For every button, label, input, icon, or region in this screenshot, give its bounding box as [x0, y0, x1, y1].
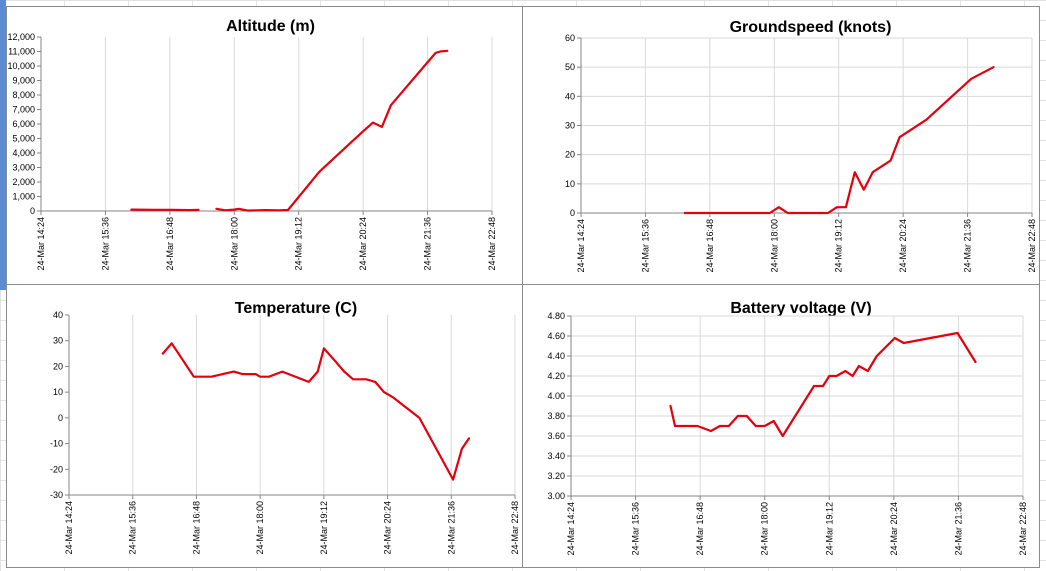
x-tick-label: 24-Mar 16:48: [705, 219, 715, 273]
y-tick-label: 10: [53, 387, 63, 397]
y-tick-label: 1,000: [12, 192, 35, 202]
y-tick-label: 8,000: [12, 90, 35, 100]
x-tick-label: 24-Mar 19:12: [824, 502, 834, 556]
y-tick-label: 5,000: [12, 134, 35, 144]
x-tick-label: 24-Mar 20:24: [358, 217, 368, 271]
y-tick-label: 0: [30, 206, 35, 216]
y-tick-label: 12,000: [7, 32, 35, 42]
y-tick-label: 60: [565, 33, 575, 43]
x-tick-label: 24-Mar 15:36: [631, 502, 641, 556]
x-tick-label: 24-Mar 16:48: [165, 217, 175, 271]
selection-indicator-bar: [0, 0, 6, 290]
y-tick-label: 4.20: [547, 371, 565, 381]
x-tick-label: 24-Mar 16:48: [695, 502, 705, 556]
y-tick-label: 40: [53, 310, 63, 320]
groundspeed-chart[interactable]: Groundspeed (knots) 0 10 20 30 40 50 60 24-Mar 1…: [522, 6, 1040, 285]
x-tick-label: 24-Mar 15:36: [128, 501, 138, 555]
x-tick-label: 24-Mar 21:36: [963, 219, 973, 273]
x-tick-label: 24-Mar 21:36: [423, 217, 433, 271]
x-tick-label: 24-Mar 20:24: [889, 502, 899, 556]
y-tick-label: 3.00: [547, 491, 565, 501]
x-tick-label: 24-Mar 14:24: [64, 501, 74, 555]
x-tick-label: 24-Mar 22:48: [487, 217, 497, 271]
y-tick-label: 3.40: [547, 451, 565, 461]
x-tick-label: 24-Mar 22:48: [1027, 219, 1037, 273]
x-tick-label: 24-Mar 14:24: [576, 219, 586, 273]
x-tick-label: 24-Mar 21:36: [953, 502, 963, 556]
chart-title: Battery voltage (V): [730, 300, 871, 317]
x-tick-label: 24-Mar 18:00: [255, 501, 265, 555]
series-line: [130, 208, 200, 212]
x-tick-label: 24-Mar 14:24: [36, 217, 46, 271]
chart-svg: Battery voltage (V) 3.00 3.20 3.40 3.60 3.80 4…: [547, 300, 1028, 556]
x-tick-label: 24-Mar 18:00: [769, 219, 779, 273]
y-tick-label: 0: [570, 208, 575, 218]
y-tick-label: 9,000: [12, 76, 35, 86]
y-tick-label: 10: [565, 179, 575, 189]
chart-title: Groundspeed (knots): [730, 19, 892, 36]
temperature-chart[interactable]: Temperature (C) -30 -20 -10 0 10 20 30 40 24-Mar …: [6, 284, 523, 568]
y-tick-label: 4.40: [547, 351, 565, 361]
y-tick-label: 4,000: [12, 148, 35, 158]
y-tick-label: 6,000: [12, 119, 35, 129]
x-tick-label: 24-Mar 18:00: [229, 217, 239, 271]
chart-svg: Temperature (C) -30 -20 -10 0 10 20 30 40 24-Mar …: [50, 300, 520, 555]
battery-voltage-chart[interactable]: Battery voltage (V) 3.00 3.20 3.40 3.60 3.80 4…: [522, 284, 1040, 568]
altitude-chart[interactable]: Altitude (m) 0 1,000 2,000 3,000 4,000 5,000 6,…: [6, 6, 523, 285]
x-tick-label: 24-Mar 14:24: [566, 502, 576, 556]
x-tick-label: 24-Mar 18:00: [760, 502, 770, 556]
y-tick-label: 3.60: [547, 431, 565, 441]
y-tick-label: 4.00: [547, 391, 565, 401]
y-tick-label: 2,000: [12, 177, 35, 187]
x-tick-label: 24-Mar 15:36: [640, 219, 650, 273]
y-tick-label: 30: [53, 336, 63, 346]
x-tick-label: 24-Mar 19:12: [834, 219, 844, 273]
x-tick-label: 24-Mar 19:12: [319, 501, 329, 555]
y-tick-label: 0: [58, 413, 63, 423]
y-tick-label: 11,000: [8, 47, 35, 57]
x-tick-label: 24-Mar 19:12: [294, 217, 304, 271]
series-line: [161, 342, 471, 481]
y-tick-label: 30: [565, 121, 575, 131]
chart-svg: Altitude (m) 0 1,000 2,000 3,000 4,000 5,000 6,…: [7, 18, 497, 271]
x-tick-label: 24-Mar 20:24: [898, 219, 908, 273]
y-tick-label: 3,000: [12, 163, 35, 173]
chart-svg: Groundspeed (knots) 0 10 20 30 40 50 60 24-Mar 1…: [565, 19, 1037, 273]
chart-title: Altitude (m): [226, 18, 315, 35]
y-tick-label: 3.80: [547, 411, 565, 421]
y-tick-label: 20: [565, 150, 575, 160]
y-tick-label: 20: [53, 361, 63, 371]
y-tick-label: -30: [50, 490, 63, 500]
chart-title: Temperature (C): [235, 300, 357, 317]
y-tick-label: 50: [565, 62, 575, 72]
y-tick-label: 7,000: [12, 105, 35, 115]
y-tick-label: 4.60: [547, 331, 565, 341]
x-tick-label: 24-Mar 22:48: [510, 501, 520, 555]
x-tick-label: 24-Mar 16:48: [191, 501, 201, 555]
x-tick-label: 24-Mar 21:36: [446, 501, 456, 555]
series-line: [215, 49, 449, 212]
y-tick-label: -20: [50, 464, 63, 474]
y-tick-label: 3.20: [547, 471, 565, 481]
series-line: [669, 331, 977, 438]
y-tick-label: 10,000: [7, 61, 35, 71]
y-tick-label: -10: [50, 439, 63, 449]
series-line: [683, 66, 995, 215]
x-tick-label: 24-Mar 20:24: [383, 501, 393, 555]
x-tick-label: 24-Mar 22:48: [1018, 502, 1028, 556]
y-tick-label: 4.80: [547, 311, 565, 321]
y-tick-label: 40: [565, 91, 575, 101]
x-tick-label: 24-Mar 15:36: [100, 217, 110, 271]
